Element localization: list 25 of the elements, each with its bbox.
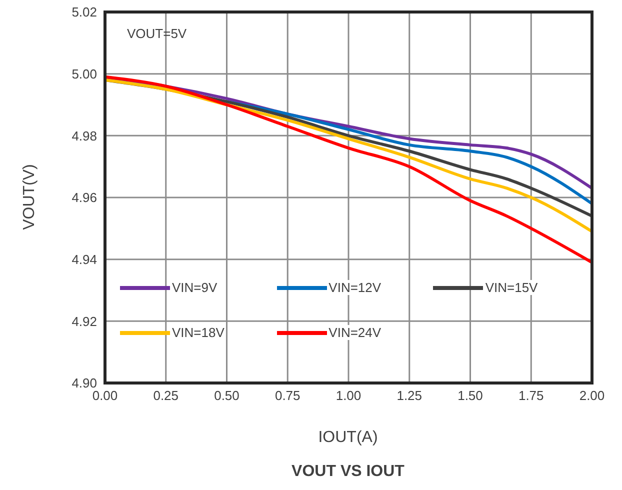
x-tick-label: 0.00 — [92, 388, 118, 404]
y-tick-label: 4.98 — [72, 128, 97, 144]
y-tick-label: 4.94 — [72, 252, 97, 267]
y-tick-label: 4.92 — [72, 314, 97, 329]
x-tick-label: 0.50 — [214, 388, 240, 404]
y-tick-label: 5.00 — [72, 66, 97, 82]
y-tick-label: 5.02 — [72, 4, 97, 20]
legend-label: VIN=12V — [326, 280, 384, 295]
legend-label: VIN=18V — [170, 325, 226, 340]
y-axis-title: VOUT(V) — [21, 164, 38, 230]
x-tick-label: 1.25 — [396, 388, 422, 404]
x-tick-label: 1.00 — [336, 388, 362, 404]
y-tick-label: 4.96 — [72, 190, 97, 206]
legend-label: VIN=15V — [483, 280, 540, 295]
x-tick-label: 2.00 — [579, 388, 605, 404]
x-tick-label: 1.75 — [518, 388, 544, 404]
line-series — [105, 75, 592, 264]
legend-label: VIN=9V — [170, 280, 220, 295]
x-axis-title: IOUT(A) — [318, 429, 378, 446]
x-tick-label: 0.25 — [153, 388, 179, 404]
text: VOUT VS IOUT — [292, 463, 405, 480]
legend-label: VIN=24V — [326, 325, 384, 340]
y-tick-label: 4.90 — [72, 376, 97, 391]
x-tick-label: 0.75 — [274, 388, 300, 404]
x-tick-label: 1.50 — [458, 388, 483, 404]
